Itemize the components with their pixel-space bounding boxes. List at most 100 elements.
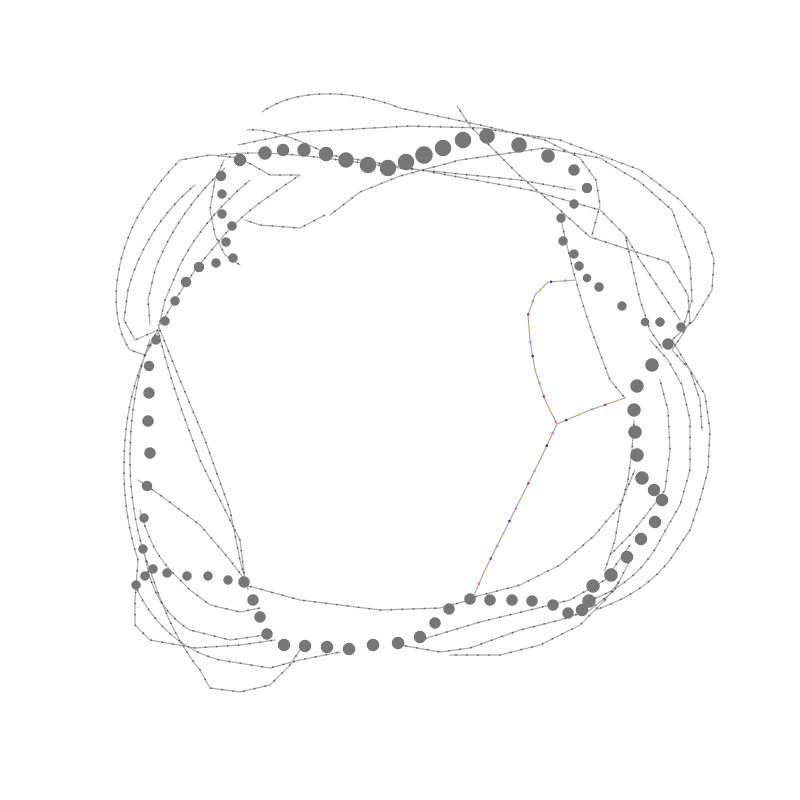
track-tick [621,542,623,544]
track-tick [465,119,468,122]
track-tick [584,154,587,157]
track-tick [157,260,160,263]
track-tick [580,147,582,149]
track-tick [476,179,479,182]
track-tick [293,226,295,229]
track-tick [259,641,262,643]
track-tick [604,241,607,244]
track-tick [448,649,451,652]
station-node [261,628,273,640]
track-tick [541,642,544,645]
track-tick [174,617,177,620]
track-tick [512,131,514,134]
track-tick [213,635,216,638]
route-marker [545,444,549,448]
route-color-markers [477,279,620,586]
track-tick [312,155,315,158]
track-tick [411,171,414,174]
track-tick [279,174,281,176]
track-tick [631,246,634,249]
station-node [397,153,415,171]
track-tick [293,660,295,663]
track-tick [673,214,675,217]
station-node [569,199,579,209]
track-line [244,584,471,611]
track-tick [637,293,640,296]
station-node [233,153,247,167]
track-tick [133,268,136,271]
track-tick [615,563,618,566]
track-tick [636,251,639,254]
station-node [541,149,555,163]
station-node [277,638,291,652]
track-line [244,214,326,229]
track-tick [485,592,488,595]
track-tick [160,601,163,603]
track-tick [667,458,670,461]
track-tick [571,628,573,630]
track-tick [707,241,710,244]
track-tick [509,178,512,180]
route-marker [564,418,568,422]
track-tick [130,419,133,422]
track-tick [170,622,172,625]
track-tick [244,183,247,185]
track-tick [488,618,490,621]
track-tick [615,244,618,247]
route-marker [495,544,499,548]
track-tick [241,560,244,563]
track-tick [178,292,181,295]
track-tick [561,633,564,635]
track-tick [134,613,136,616]
track-tick [443,163,446,166]
track-tick [378,162,381,165]
track-tick [667,301,670,304]
track-tick [253,140,256,143]
track-tick [548,137,551,140]
track-tick [498,616,501,619]
route-marker [531,299,535,303]
track-tick [443,171,446,174]
track-tick [181,258,184,261]
track-line [123,329,276,649]
track-tick [601,580,604,583]
track-tick [199,668,201,671]
track-tick [294,177,296,180]
track-tick [123,461,125,463]
track-tick [594,221,597,224]
track-tick [116,279,119,281]
track-tick [281,672,283,674]
track-tick [163,339,166,342]
track-tick [204,646,207,649]
track-tick [249,162,251,165]
track-tick [678,280,681,283]
track-tick [266,196,269,198]
station-node [139,513,149,523]
track-tick [161,345,164,348]
track-tick [650,191,653,194]
track-tick [437,650,440,653]
track-tick [290,174,292,176]
track-tick [667,261,670,264]
track-tick [628,545,630,548]
track-tick [401,174,403,177]
track-tick [149,344,151,346]
track-tick [664,530,666,532]
track-tick [690,300,693,302]
track-tick [228,156,231,158]
track-tick [443,173,446,176]
track-tick [574,551,576,554]
track-tick [447,117,450,120]
station-node [140,571,150,581]
track-tick [680,235,683,238]
station-node [662,338,674,350]
track-tick [551,195,554,198]
track-tick-marks [115,93,715,692]
track-tick [570,262,573,265]
station-node [635,471,649,485]
track-tick [665,403,668,406]
track-tick [296,96,299,98]
track-tick [236,546,239,549]
track-tick [249,221,252,223]
track-tick [712,273,714,276]
